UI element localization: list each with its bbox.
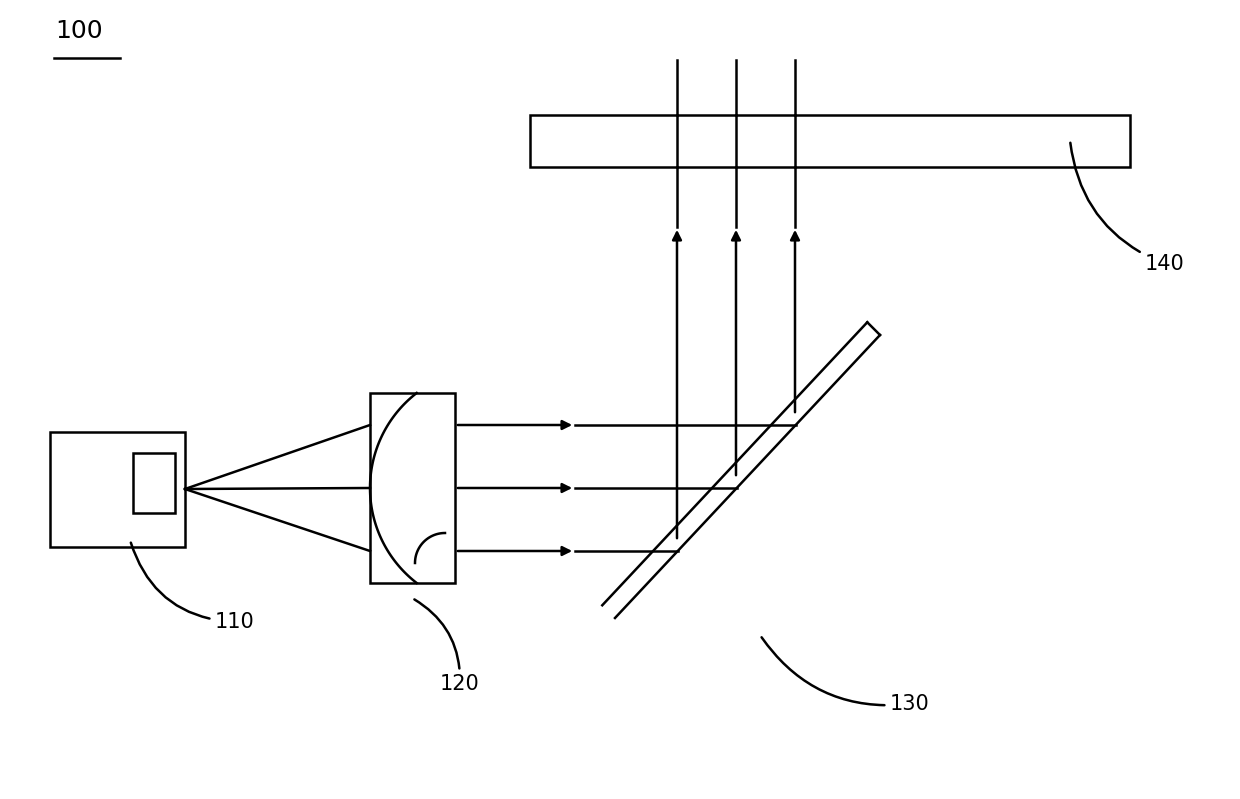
Bar (370, 393, 455, 583)
Text: 140: 140 (1070, 143, 1184, 274)
Bar (133, 453, 175, 513)
Bar (50, 432, 185, 547)
Text: 100: 100 (55, 19, 103, 43)
Text: 110: 110 (131, 543, 254, 632)
Bar (529, 115, 1130, 167)
Text: 130: 130 (761, 638, 930, 714)
Text: 120: 120 (414, 599, 480, 694)
